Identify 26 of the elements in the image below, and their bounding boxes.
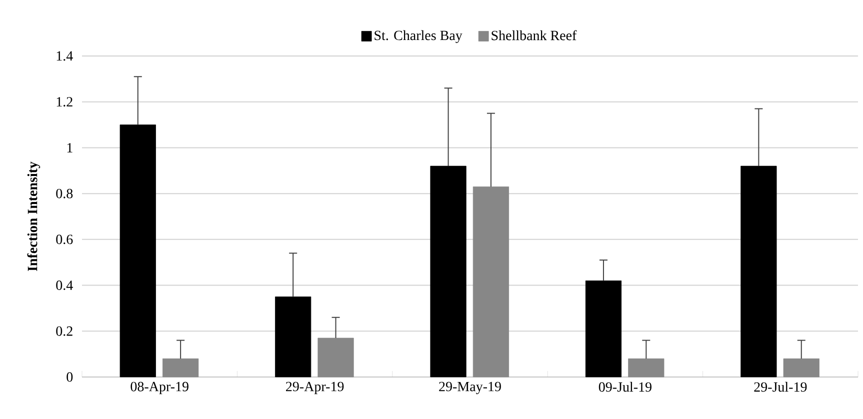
x-tick-label: 08-Apr-19	[130, 382, 188, 394]
legend-label: St. Charles Bay	[374, 30, 462, 44]
legend-label: Shellbank Reef	[492, 30, 577, 40]
x-tick-label: 09-Jul-19	[598, 382, 652, 392]
y-tick-label: 1	[67, 143, 72, 152]
x-tick-label: 29-May-19	[439, 382, 501, 394]
bar	[162, 358, 199, 378]
y-axis-title: Infection Intensity	[27, 162, 40, 272]
y-tick-label: 0.2	[56, 326, 72, 336]
bar	[585, 280, 622, 378]
y-tick-label: 1.2	[56, 97, 72, 107]
bar	[740, 166, 777, 378]
bar	[120, 124, 156, 378]
bar	[318, 338, 354, 378]
bar	[472, 186, 510, 378]
bar	[275, 296, 312, 378]
bar	[430, 166, 466, 378]
y-tick-label: 0.8	[56, 188, 73, 198]
y-tick-label: 0	[66, 372, 73, 382]
x-tick-label: 29-Apr-19	[286, 382, 344, 394]
x-tick-label: 29-Jul-19	[754, 382, 807, 392]
bar	[628, 358, 664, 378]
y-tick-label: 0.6	[56, 234, 73, 244]
y-tick-label: 0.4	[56, 280, 73, 290]
bar	[783, 358, 820, 378]
y-tick-label: 1.4	[56, 51, 73, 61]
